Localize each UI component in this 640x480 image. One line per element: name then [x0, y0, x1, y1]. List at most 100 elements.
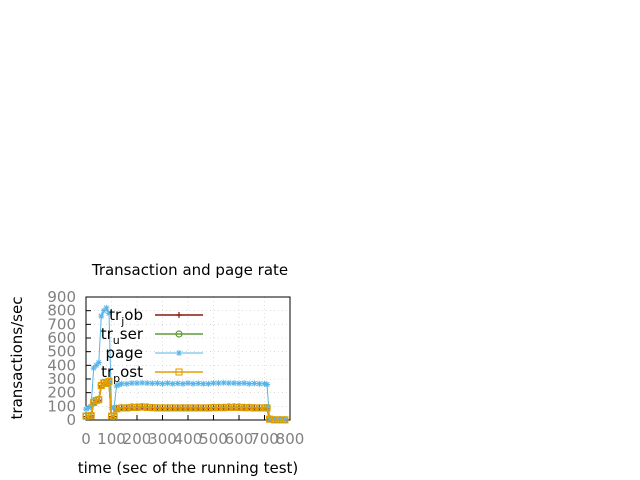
data-point-tr_post: [105, 377, 113, 386]
legend-entry-tr_user: truser: [101, 325, 203, 347]
data-point-page: [95, 359, 102, 366]
data-point-page: [174, 380, 181, 387]
data-point-tr_post: [199, 404, 207, 412]
legend-entry-page: page: [106, 344, 203, 362]
x-tick-label: 100: [97, 430, 126, 448]
y-tick-label: 600: [47, 329, 76, 347]
data-point-tr_post: [209, 404, 218, 412]
data-point-page: [159, 380, 166, 387]
x-tick-label: 500: [199, 430, 228, 448]
data-point-page: [128, 380, 135, 387]
data-point-page: [93, 362, 100, 369]
data-point-page: [88, 403, 95, 410]
data-point-page: [236, 380, 242, 387]
data-point-tr_post: [118, 404, 126, 412]
data-point-tr_post: [225, 403, 233, 411]
y-tick-label: 400: [47, 356, 76, 374]
data-point-page: [154, 380, 161, 387]
legend-marker-page: [176, 350, 182, 356]
legend-label-page: page: [106, 344, 143, 362]
data-point-page: [185, 380, 191, 387]
data-point-page: [241, 380, 248, 387]
data-point-page: [261, 380, 268, 387]
data-point-page: [256, 380, 263, 387]
y-tick-label: 300: [47, 370, 76, 388]
series-tr_post: [82, 377, 289, 424]
data-point-tr_post: [87, 412, 95, 420]
x-axis-label: time (sec of the running test): [78, 459, 299, 477]
legend-marker-tr_user: [175, 330, 183, 338]
data-point-page: [225, 380, 232, 387]
data-point-page: [113, 382, 120, 389]
data-point-tr_post: [138, 403, 146, 411]
data-point-page: [190, 380, 197, 387]
data-point-page: [169, 380, 176, 387]
data-point-tr_post: [240, 404, 248, 412]
data-point-tr_post: [263, 404, 271, 412]
legend-label-tr_user: truser: [101, 325, 144, 347]
data-point-tr_post: [266, 415, 274, 423]
legend-label-tr_job: trjob: [109, 306, 143, 328]
data-point-page: [179, 380, 186, 387]
data-point-page: [116, 381, 123, 388]
legend-entry-tr_post: trpost: [101, 363, 203, 385]
data-point-page: [105, 310, 112, 317]
data-point-tr_post: [95, 396, 103, 404]
data-point-page: [210, 380, 217, 387]
data-point-tr_post: [215, 404, 223, 412]
data-point-tr_post: [143, 403, 151, 411]
data-point-page: [123, 380, 130, 387]
x-tick-label: 400: [174, 430, 203, 448]
chart-title: Transaction and page rate: [91, 261, 288, 279]
x-tick-label: 0: [81, 430, 91, 448]
data-point-page: [215, 380, 222, 387]
data-point-tr_post: [276, 416, 284, 424]
data-point-page: [118, 380, 125, 387]
data-point-tr_post: [184, 404, 192, 412]
data-point-page: [251, 380, 258, 387]
data-point-page: [103, 304, 110, 311]
data-point-tr_post: [113, 405, 121, 413]
legend-marker-tr_post: [175, 368, 183, 376]
data-point-tr_post: [123, 404, 131, 412]
data-point-page: [100, 307, 107, 314]
y-tick-label: 900: [47, 288, 76, 306]
data-point-tr_post: [189, 404, 197, 412]
data-point-page: [264, 381, 271, 388]
data-point-tr_post: [169, 404, 177, 412]
data-point-page: [246, 380, 253, 387]
data-point-tr_post: [250, 404, 258, 412]
x-tick-label: 300: [148, 430, 177, 448]
data-point-page: [83, 406, 89, 413]
data-point-page: [205, 380, 212, 387]
data-point-tr_post: [148, 404, 156, 412]
y-tick-label: 200: [47, 384, 76, 402]
legend-marker-tr_job: [176, 312, 182, 318]
data-point-tr_post: [110, 412, 118, 420]
data-point-page: [230, 380, 237, 387]
data-point-page: [134, 380, 140, 387]
data-point-tr_post: [245, 404, 253, 412]
data-point-tr_post: [281, 416, 289, 424]
data-point-tr_post: [153, 404, 161, 412]
data-point-tr_post: [220, 404, 228, 412]
y-tick-label: 0: [66, 411, 76, 429]
data-point-tr_post: [133, 403, 141, 411]
y-tick-label: 100: [47, 397, 76, 415]
data-point-page: [220, 379, 227, 386]
data-point-page: [139, 379, 146, 386]
series-layer: [82, 304, 289, 424]
x-tick-label: 600: [225, 430, 254, 448]
series-line-page: [85, 307, 285, 420]
data-point-tr_post: [164, 404, 172, 412]
data-point-page: [195, 380, 202, 387]
data-point-tr_post: [174, 404, 182, 412]
data-point-page: [85, 404, 92, 411]
data-point-tr_post: [235, 403, 243, 411]
data-point-tr_post: [158, 404, 167, 412]
y-tick-label: 500: [47, 343, 76, 361]
x-tick-label: 800: [276, 430, 305, 448]
data-point-tr_post: [128, 403, 136, 411]
